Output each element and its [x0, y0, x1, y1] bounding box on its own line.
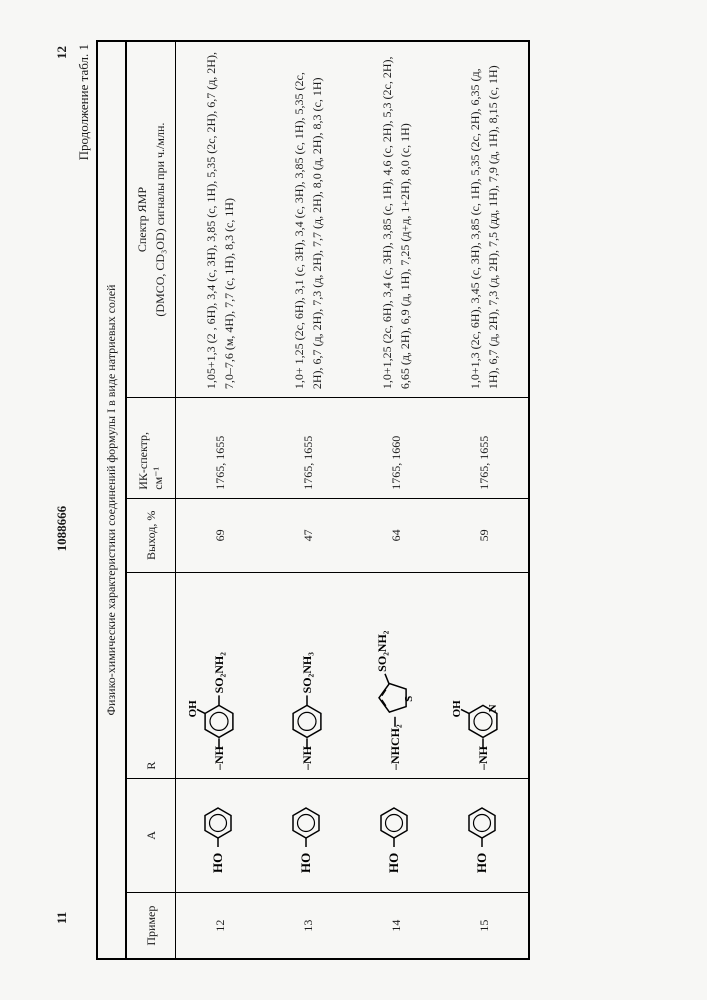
svg-text:HO: HO: [298, 853, 313, 873]
svg-text:SO₂NH₂: SO₂NH₂: [212, 651, 226, 693]
cell-primer: 12: [175, 893, 264, 959]
r-structure-icon: –NH SO₂NH₃: [276, 590, 340, 770]
phenol-icon: HO: [460, 795, 508, 875]
svg-text:OH: OH: [452, 700, 463, 718]
cell-yield: 59: [440, 498, 529, 572]
cell-structure-r: –NH N OH: [440, 572, 529, 778]
svg-text:SO₂NH₃: SO₂NH₃: [300, 651, 314, 693]
table-row: 13 HO –NH SO₂NH₃ 471765, 16551,0+ 1,25 (2с, …: [264, 41, 352, 959]
col-yield: Выход, %: [126, 498, 176, 572]
compound-table: Физико-химические характеристики соедине…: [96, 40, 530, 960]
page-right-number: 12: [54, 46, 70, 299]
svg-text:HO: HO: [210, 853, 225, 873]
phenol-icon: HO: [196, 795, 244, 875]
cell-ir: 1765, 1660: [352, 398, 440, 499]
cell-nmr: 1,0+ 1,25 (2с, 6H), 3,1 (с, 3H), 3,4 (с,…: [264, 41, 352, 398]
cell-structure-a: HO: [264, 778, 352, 893]
table-continuation-caption: Продолжение табл. 1: [74, 40, 96, 960]
cell-primer: 14: [352, 893, 440, 959]
cell-ir: 1765, 1655: [175, 398, 264, 499]
svg-text:–NH: –NH: [212, 745, 226, 770]
cell-structure-a: HO: [440, 778, 529, 893]
svg-text:–NHCH₂: –NHCH₂: [388, 724, 402, 770]
col-r: R: [126, 572, 176, 778]
svg-text:–NH: –NH: [476, 745, 490, 770]
cell-yield: 47: [264, 498, 352, 572]
cell-primer: 15: [440, 893, 529, 959]
cell-nmr: 1,0+1,3 (2с, 6H), 3,45 (с, 3H), 3,85 (с,…: [440, 41, 529, 398]
cell-structure-r: –NH OH SO₂NH₂: [175, 572, 264, 778]
phenol-icon: HO: [372, 795, 420, 875]
patent-number: 1088666: [54, 299, 70, 672]
table-row: 15 HO –NH N OH 591765, 16551,0+1,3 (2с, 6H), …: [440, 41, 529, 959]
cell-yield: 64: [352, 498, 440, 572]
svg-text:HO: HO: [386, 853, 401, 873]
cell-structure-a: HO: [175, 778, 264, 893]
cell-structure-r: –NHCH₂ S SO₂NH₂: [352, 572, 440, 778]
cell-nmr: 1,05+1,3 (2 , 6H), 3,4 (с, 3H), 3,85 (с,…: [175, 41, 264, 398]
cell-structure-r: –NH SO₂NH₃: [264, 572, 352, 778]
svg-text:SO₂NH₂: SO₂NH₂: [375, 630, 389, 672]
cell-ir: 1765, 1655: [264, 398, 352, 499]
table-row: 14 HO –NHCH₂ S SO₂NH₂ 641765, 16601,0+1,25 (2…: [352, 41, 440, 959]
col-nmr: Спектр ЯМР (DMСО, CD₃OD) сигналы при ч./…: [126, 41, 176, 398]
svg-text:HO: HO: [474, 853, 489, 873]
phenol-icon: HO: [284, 795, 332, 875]
page-header: 11 1088666 12: [54, 40, 74, 960]
col-ir: ИК-спектр, см⁻¹: [126, 398, 176, 499]
svg-text:N: N: [487, 704, 499, 712]
cell-nmr: 1,0+1,25 (2с, 6H), 3,4 (с, 3H), 3,85 (с,…: [352, 41, 440, 398]
table-row: 12 HO –NH OH SO₂NH₂ 691765, 16551,05+1,3 (2 ,…: [175, 41, 264, 959]
svg-text:OH: OH: [188, 700, 199, 718]
col-a: A: [126, 778, 176, 893]
cell-yield: 69: [175, 498, 264, 572]
cell-ir: 1765, 1655: [440, 398, 529, 499]
table-title: Физико-химические характеристики соедине…: [97, 41, 126, 959]
col-primer: Пример: [126, 893, 176, 959]
cell-structure-a: HO: [352, 778, 440, 893]
r-structure-icon: –NH N OH: [452, 590, 516, 770]
svg-text:–NH: –NH: [300, 745, 314, 770]
r-structure-icon: –NHCH₂ S SO₂NH₂: [364, 590, 428, 770]
svg-text:S: S: [403, 695, 415, 701]
cell-primer: 13: [264, 893, 352, 959]
page-left-number: 11: [54, 671, 70, 954]
r-structure-icon: –NH OH SO₂NH₂: [188, 590, 252, 770]
